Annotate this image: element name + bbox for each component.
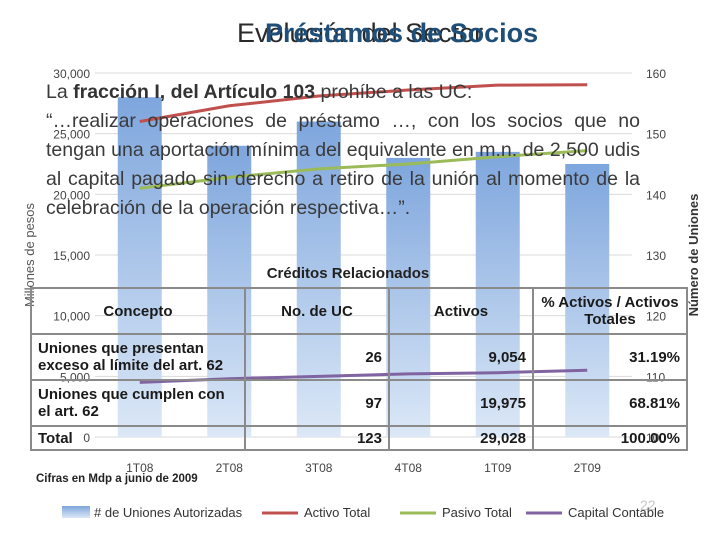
legend-label: Pasivo Total xyxy=(442,505,512,520)
y-left-tick-label: 25,000 xyxy=(53,128,90,142)
y-left-tick-label: 20,000 xyxy=(53,188,90,202)
x-tick-label: 1T09 xyxy=(484,461,512,475)
y-right-tick-label: 160 xyxy=(646,67,666,81)
paragraph-article-ref: fracción I, del Artículo 103 xyxy=(73,81,316,103)
series-line xyxy=(139,149,588,190)
cell-pct: 68.81% xyxy=(532,379,688,427)
legend-swatch-bar xyxy=(62,506,90,518)
y-left-tick-label: 30,000 xyxy=(53,67,90,81)
header-concepto: Concepto xyxy=(30,287,246,335)
paragraph-intro-end: prohíbe a las UC: xyxy=(315,81,473,103)
x-tick-label: 2T09 xyxy=(574,461,602,475)
header-pct-activos: % Activos / Activos Totales xyxy=(532,287,688,335)
table-title: Créditos Relacionados xyxy=(266,265,430,282)
cell-total-no-uc: 123 xyxy=(244,425,390,451)
legend-label: Capital Contable xyxy=(568,505,664,520)
table-header-row: Concepto No. de UC Activos % Activos / A… xyxy=(30,287,688,335)
cell-total-label: Total xyxy=(30,425,246,451)
cell-no-uc: 26 xyxy=(244,333,390,381)
page-number: 22 xyxy=(640,497,656,513)
cell-no-uc: 97 xyxy=(244,379,390,427)
table-row: Uniones que cumplen con el art. 62 97 19… xyxy=(30,379,688,427)
header-activos: Activos xyxy=(388,287,534,335)
cell-total-activos: 29,028 xyxy=(388,425,534,451)
cell-concepto: Uniones que presentan exceso al límite d… xyxy=(30,333,246,381)
x-tick-label: 4T08 xyxy=(395,461,423,475)
y-right-tick-label: 130 xyxy=(646,249,666,263)
cell-total-pct: 100.00% xyxy=(532,425,688,451)
x-tick-label: 2T08 xyxy=(216,461,244,475)
cell-pct: 31.19% xyxy=(532,333,688,381)
x-axis-ticks: 1T08 2T08 3T08 4T08 1T09 2T09 xyxy=(126,461,601,475)
footnote: Cifras en Mdp a junio de 2009 xyxy=(36,473,198,485)
paragraph-intro: La xyxy=(46,81,74,103)
y-left-label: Millones de pesos xyxy=(22,202,37,307)
y-left-tick-label: 15,000 xyxy=(53,249,90,263)
slide-title: Préstamos de Socios xyxy=(265,18,539,48)
series-line xyxy=(139,83,588,124)
cell-concepto: Uniones que cumplen con el art. 62 xyxy=(30,379,246,427)
article-paragraph: La fracción I, del Artículo 103 prohíbe … xyxy=(46,78,640,223)
cell-activos: 19,975 xyxy=(388,379,534,427)
x-tick-label: 3T08 xyxy=(305,461,333,475)
y-right-tick-label: 140 xyxy=(646,188,666,202)
table-row: Uniones que presentan exceso al límite d… xyxy=(30,333,688,381)
legend-label: Activo Total xyxy=(304,505,370,520)
legend: # de Uniones Autorizadas Activo Total Pasi… xyxy=(62,505,664,520)
chart-title: Evolución del Sector xyxy=(237,18,484,48)
header-no-uc: No. de UC xyxy=(244,287,390,335)
legend-label: # de Uniones Autorizadas xyxy=(94,505,243,520)
credits-table: Concepto No. de UC Activos % Activos / A… xyxy=(30,287,688,451)
y-right-label: Número de Uniones xyxy=(686,194,701,317)
cell-activos: 9,054 xyxy=(388,333,534,381)
paragraph-quote: “…realizar operaciones de préstamo …, co… xyxy=(46,110,640,219)
x-tick-label: 1T08 xyxy=(126,461,154,475)
y-right-tick-label: 150 xyxy=(646,128,666,142)
table-total-row: Total 123 29,028 100.00% xyxy=(30,425,688,451)
